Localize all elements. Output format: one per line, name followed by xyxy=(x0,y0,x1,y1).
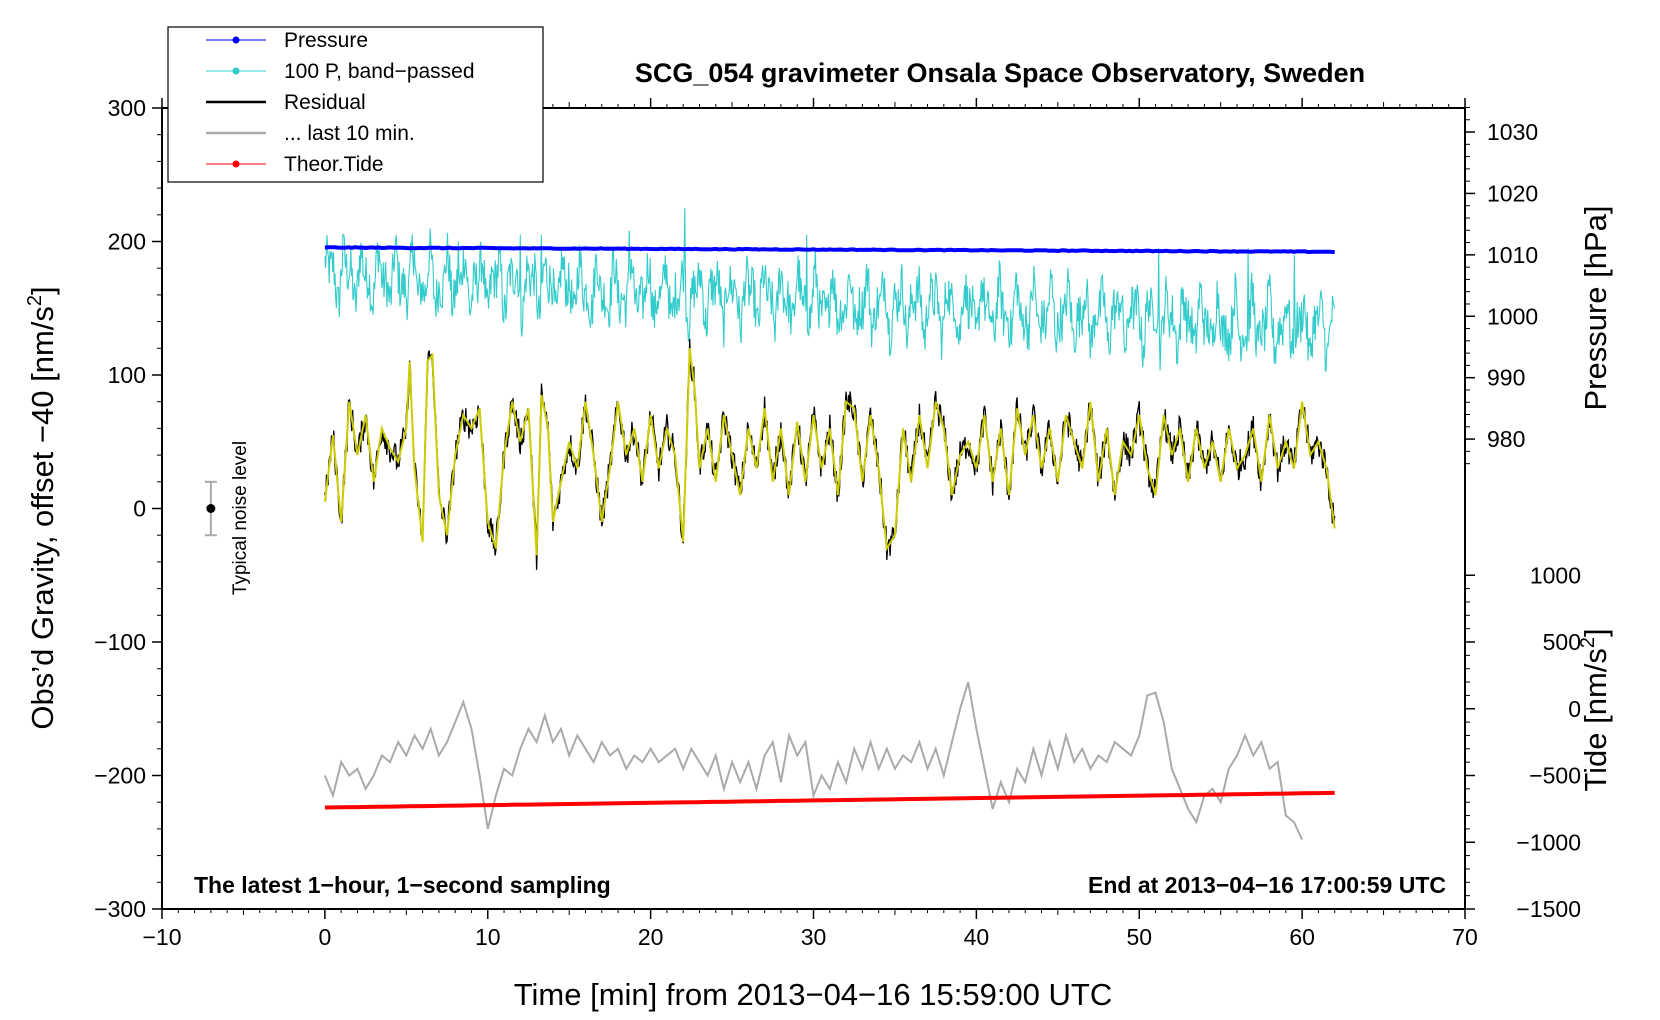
legend-label: Residual xyxy=(284,91,366,114)
tide-tick-label: −1500 xyxy=(1516,896,1581,922)
y-left-tick-label: 0 xyxy=(133,496,146,522)
pressure-tick-label: 990 xyxy=(1487,365,1525,391)
legend: Pressure 100 P, band−passed Residual ... la… xyxy=(167,26,544,183)
sampling-note: The latest 1−hour, 1−second sampling xyxy=(194,872,611,898)
noise-level-bar xyxy=(204,480,217,537)
y-left-tick-label: −200 xyxy=(94,763,146,789)
legend-entries: Pressure 100 P, band−passed Residual ... la… xyxy=(206,29,475,176)
y-left-tick-label: −300 xyxy=(94,896,146,922)
tide-tick-label: 500 xyxy=(1543,629,1581,655)
tick-layer: −10 0 10 20 30 40 50 60 703002001000−100−200−300… xyxy=(94,95,1581,950)
legend-label: Pressure xyxy=(284,29,368,52)
x-tick-label: 30 xyxy=(801,924,827,950)
pressure-axis-title: Pressure [hPa] xyxy=(1578,205,1613,410)
series-bandpassed-pressure xyxy=(324,208,1336,372)
legend-label: Theor.Tide xyxy=(284,153,384,176)
noise-level-label: Typical noise level xyxy=(230,441,251,595)
tide-tick-label: 0 xyxy=(1568,696,1581,722)
legend-marker xyxy=(232,36,240,44)
x-tick-label: 60 xyxy=(1289,924,1315,950)
tide-tick-label: 1000 xyxy=(1530,562,1581,588)
legend-marker xyxy=(232,67,240,75)
series-theoretical-tide xyxy=(324,790,1335,810)
pressure-tick-label: 980 xyxy=(1487,426,1525,452)
x-tick-label: 10 xyxy=(475,924,501,950)
x-tick-label: −10 xyxy=(142,924,181,950)
x-tick-label: 40 xyxy=(964,924,990,950)
noise-bar-center-dot xyxy=(206,504,216,513)
series-filtered-residual xyxy=(323,348,1336,556)
legend-label: ... last 10 min. xyxy=(284,122,415,145)
x-tick-label: 70 xyxy=(1452,924,1478,950)
left-axis-title-sup: 2 xyxy=(24,295,46,306)
left-axis-title-main: Obs’d Gravity, offset −40 [nm/s xyxy=(25,306,60,730)
x-tick-label: 50 xyxy=(1126,924,1152,950)
series-layer xyxy=(323,208,1336,841)
pressure-tick-label: 1020 xyxy=(1487,180,1538,206)
legend-marker xyxy=(232,160,240,168)
pressure-tick-label: 1030 xyxy=(1487,119,1538,145)
tide-axis-title: Tide [nm/s2] xyxy=(1577,628,1613,791)
x-axis-title: Time [min] from 2013−04−16 15:59:00 UTC xyxy=(514,977,1113,1012)
end-time-note: End at 2013−04−16 17:00:59 UTC xyxy=(1088,872,1446,898)
x-tick-label: 20 xyxy=(638,924,664,950)
y-left-tick-label: 100 xyxy=(108,362,146,388)
left-axis-title: Obs’d Gravity, offset −40 [nm/s2] xyxy=(24,286,60,729)
tide-axis-title-main: Tide [nm/s xyxy=(1578,648,1613,792)
chart-title: SCG_054 gravimeter Onsala Space Observat… xyxy=(635,58,1365,88)
tide-axis-title-sup: 2 xyxy=(1577,637,1599,648)
left-axis-title-close: ] xyxy=(25,286,60,295)
series-last-10-min xyxy=(323,681,1304,841)
legend-box xyxy=(167,26,544,183)
x-tick-label: 0 xyxy=(318,924,331,950)
y-left-tick-label: 200 xyxy=(108,229,146,255)
tide-tick-label: −1000 xyxy=(1516,829,1581,855)
pressure-tick-label: 1000 xyxy=(1487,303,1538,329)
tide-axis-title-close: ] xyxy=(1578,628,1613,637)
tide-tick-label: −500 xyxy=(1529,763,1581,789)
series-pressure xyxy=(324,245,1335,255)
legend-label: 100 P, band−passed xyxy=(284,60,475,83)
y-left-tick-label: −100 xyxy=(94,629,146,655)
pressure-tick-label: 1010 xyxy=(1487,242,1538,268)
y-left-tick-label: 300 xyxy=(108,95,146,121)
